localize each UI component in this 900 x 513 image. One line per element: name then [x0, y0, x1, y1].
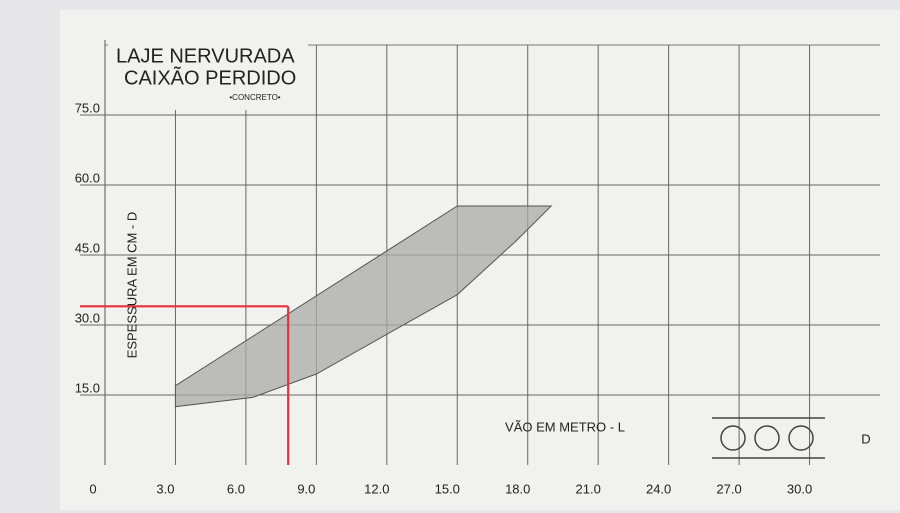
- y-tick-label: 15.0: [75, 380, 100, 395]
- y-axis-label: ESPESSURA EM CM - D: [124, 212, 139, 359]
- y-tick-label: 60.0: [75, 170, 100, 185]
- title-box: [108, 38, 308, 110]
- annotation: D: [861, 431, 870, 446]
- x-tick-label: 9.0: [297, 481, 315, 496]
- chart-title: LAJE NERVURADA: [116, 45, 295, 67]
- x-tick-label: 12.0: [364, 481, 389, 496]
- x-tick-label: 30.0: [787, 481, 812, 496]
- shaded-region: [174, 205, 553, 408]
- x-axis-label: VÃO EM METRO - L: [505, 419, 625, 434]
- y-tick-label: 30.0: [75, 310, 100, 325]
- x-tick-label: 21.0: [576, 481, 601, 496]
- marks: [80, 205, 553, 465]
- x-tick-label: 15.0: [435, 481, 460, 496]
- y-tick-label: 45.0: [75, 240, 100, 255]
- x-tick-label: 6.0: [227, 481, 245, 496]
- x-tick-label: 27.0: [716, 481, 741, 496]
- x-tick-label: 18.0: [505, 481, 530, 496]
- x-tick-label: 24.0: [646, 481, 671, 496]
- chart-subtitle: •CONCRETO•: [229, 93, 280, 102]
- grid: 15.0 30.0 45.0 60.0 75.0 0 3.0 6.0 9.0 12.0 15.0 18…: [75, 40, 880, 496]
- slab-icon: [712, 417, 825, 459]
- x-tick-label: 0: [89, 481, 96, 496]
- y-tick-label: 75.0: [75, 100, 100, 115]
- chart-title: CAIXÃO PERDIDO: [124, 65, 296, 89]
- x-tick-label: 3.0: [156, 481, 174, 496]
